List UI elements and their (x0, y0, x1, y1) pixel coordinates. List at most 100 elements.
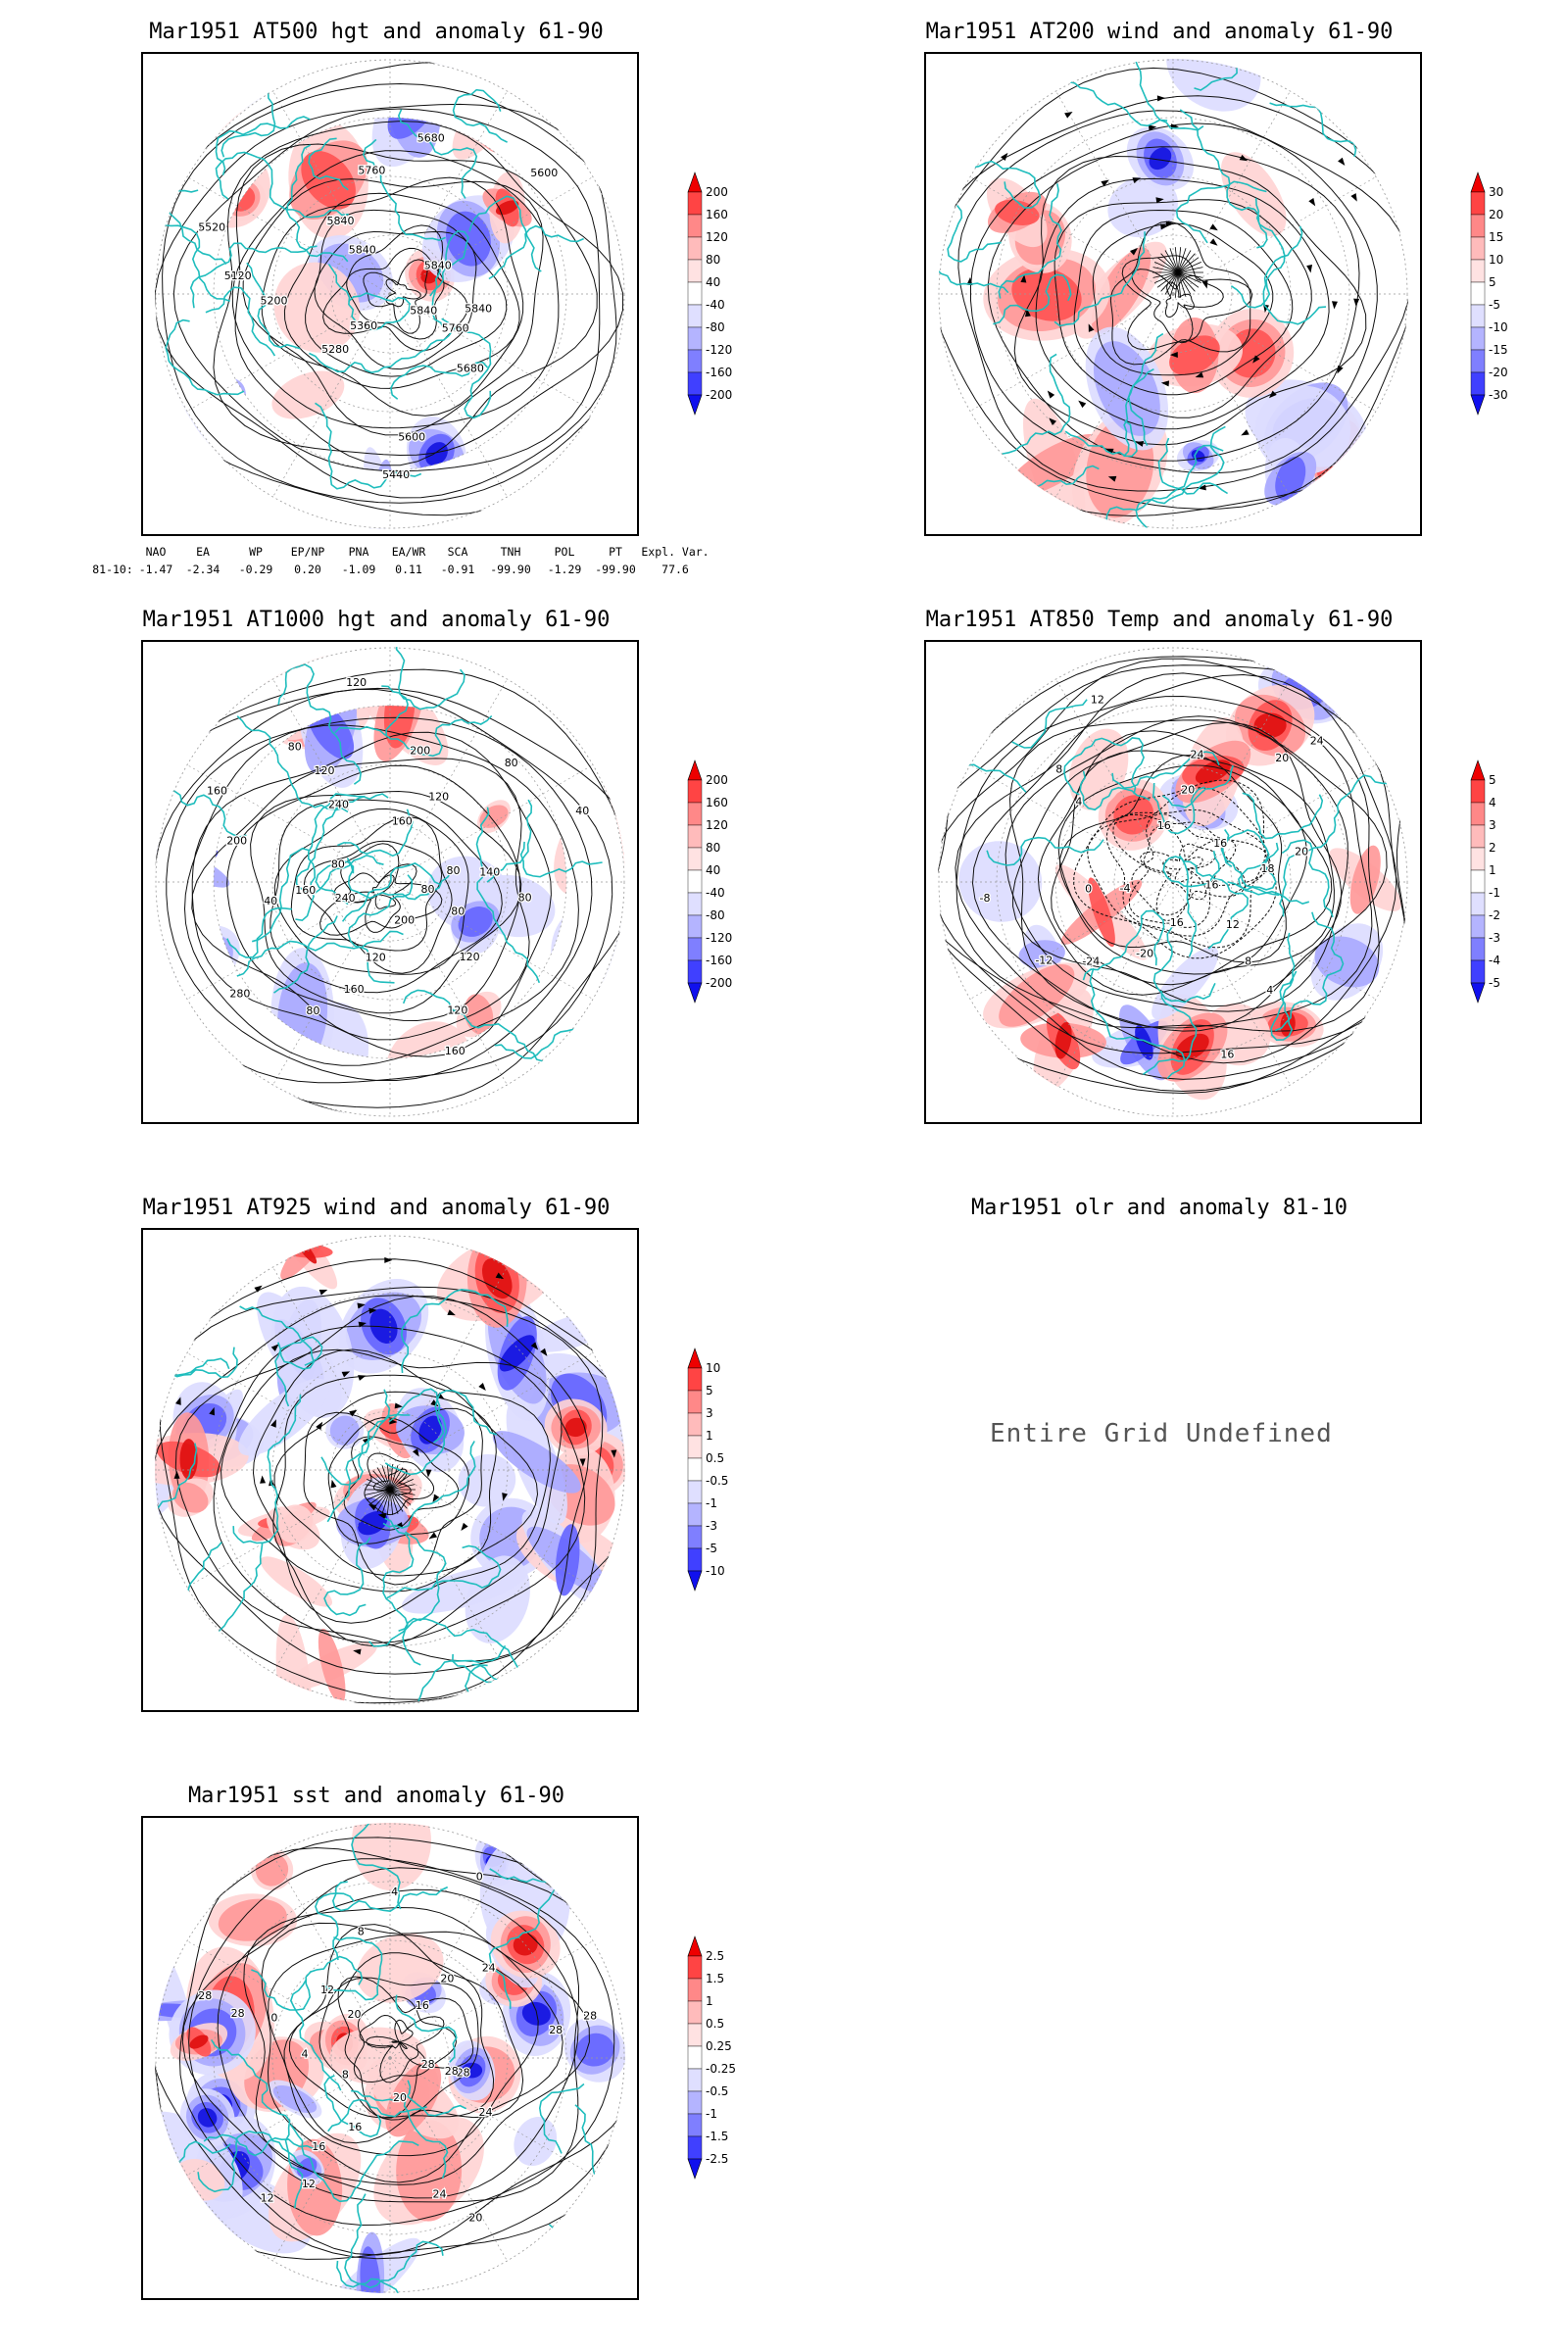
negative-anomaly-shade (514, 2116, 558, 2167)
positive-anomaly-shade (1220, 152, 1287, 237)
coastline (1281, 839, 1334, 918)
coastline (215, 151, 349, 219)
contour-label: 0 (270, 2011, 277, 2024)
coastline (327, 2098, 427, 2132)
colorbar-top-triangle (1470, 760, 1486, 781)
negative-anomaly-shade (575, 2033, 614, 2067)
coastline (251, 1955, 364, 2011)
coastline (381, 668, 466, 710)
teleconnection-table: NAO EA WP EP/NP PNA EA/WR SCA TNH POL PT… (90, 543, 710, 578)
contour-label: 5200 (261, 295, 288, 308)
contour-label: 8 (1245, 955, 1251, 967)
colorbar-tick-label: -5 (706, 1542, 717, 1555)
positive-anomaly-shade (301, 151, 356, 210)
coastline (385, 647, 409, 737)
hemisphere-boundary (155, 647, 625, 1117)
panel-title-at850: Mar1951 AT850 Temp and anomaly 61-90 (925, 608, 1394, 632)
coastline (315, 1892, 356, 1961)
colorbar-top-triangle (1470, 172, 1486, 193)
colorbar-segment (687, 2135, 703, 2160)
coastline (315, 402, 422, 490)
wind-arrow (1156, 95, 1165, 102)
contour (366, 2019, 426, 2067)
wind-arrow (1239, 154, 1249, 162)
coastline (286, 144, 349, 263)
contour-label: 16 (312, 2140, 325, 2153)
wind-arrow (1064, 112, 1073, 119)
coastline (190, 1543, 264, 1688)
wind-arrow (270, 1344, 279, 1352)
contour-label: -8 (980, 892, 991, 905)
colorbar-bottom-triangle (687, 982, 703, 1004)
colorbar-segment (687, 2068, 703, 2092)
coastline (475, 807, 541, 984)
contour-label: 160 (344, 983, 365, 996)
contour-label: -16 (1166, 916, 1184, 929)
colorbar-segment (1470, 959, 1486, 984)
coastline (273, 915, 338, 994)
contour-label: 5840 (410, 305, 437, 318)
colorbar-tick-label: -3 (706, 1519, 717, 1533)
coastline (1194, 59, 1270, 91)
wind-arrow (428, 1532, 438, 1540)
positive-anomaly-shade (1091, 247, 1152, 333)
colorbar-tick-label: 160 (706, 796, 728, 809)
negative-anomaly-shade (358, 1511, 388, 1536)
panel-title-at1000: Mar1951 AT1000 hgt and anomaly 61-90 (142, 608, 611, 632)
colorbar-tick-label: -0.25 (706, 2062, 736, 2076)
contour (322, 224, 468, 352)
contour-label: 5360 (350, 319, 377, 332)
colorbar-tick-label: 120 (706, 230, 728, 244)
wind-arrow (1165, 220, 1174, 227)
contour (191, 731, 552, 1057)
contour (181, 1867, 579, 2203)
contour-label: 240 (328, 799, 349, 811)
panel-title-at200: Mar1951 AT200 wind and anomaly 61-90 (925, 20, 1394, 44)
wind-arrow (175, 1396, 181, 1405)
wind-arrow (1338, 157, 1346, 166)
wind-arrow (1135, 440, 1145, 447)
grid-undefined-message: Entire Grid Undefined (990, 1419, 1333, 1448)
header-sca: SCA (447, 545, 468, 559)
contour (1164, 281, 1195, 318)
contour (272, 1374, 539, 1592)
coastline (251, 847, 310, 943)
wind-arrow (1107, 475, 1117, 482)
coastline (390, 361, 489, 400)
contour (1139, 843, 1216, 901)
colorbar-segment (1470, 892, 1486, 916)
contour (166, 716, 593, 1081)
colorbar-segment (687, 802, 703, 826)
coastline (226, 906, 293, 958)
coastline (1230, 198, 1286, 309)
wind-arrow (368, 1503, 377, 1511)
contour (1008, 719, 1388, 1032)
contour-label: 28 (445, 2065, 459, 2078)
wind-arrow (432, 1494, 440, 1502)
coastline (1269, 102, 1357, 158)
contour (261, 1922, 564, 2183)
contour-label: 24 (1310, 735, 1324, 748)
positive-anomaly-shade (271, 370, 345, 419)
negative-anomaly-shade (418, 1415, 442, 1445)
colorbar-segment (687, 937, 703, 961)
coastline (468, 195, 542, 272)
positive-anomaly-shade (1054, 1021, 1072, 1059)
colorbar-tick-label: -200 (706, 388, 732, 402)
wind-arrow (318, 1289, 328, 1296)
coastline (1242, 792, 1324, 840)
panel-title-at925: Mar1951 AT925 wind and anomaly 61-90 (142, 1196, 611, 1220)
colorbar-segment (687, 1955, 703, 1980)
colorbar-segment (687, 1978, 703, 2002)
contour (172, 108, 601, 472)
coastline (1175, 180, 1267, 244)
positive-anomaly-shade (1253, 712, 1287, 738)
coastline (441, 318, 492, 419)
colorbar-tick-label: -15 (1489, 343, 1508, 357)
colorbar-svg: 200 160 120 80 40 -40 -80 -120 -160 -200 (687, 760, 732, 1004)
colorbar-tick-label: -2.5 (706, 2152, 728, 2166)
negative-anomaly-shade (369, 1308, 398, 1344)
coastline (327, 263, 411, 331)
contour-label: 8 (358, 1926, 365, 1938)
coastline (433, 1390, 498, 1444)
